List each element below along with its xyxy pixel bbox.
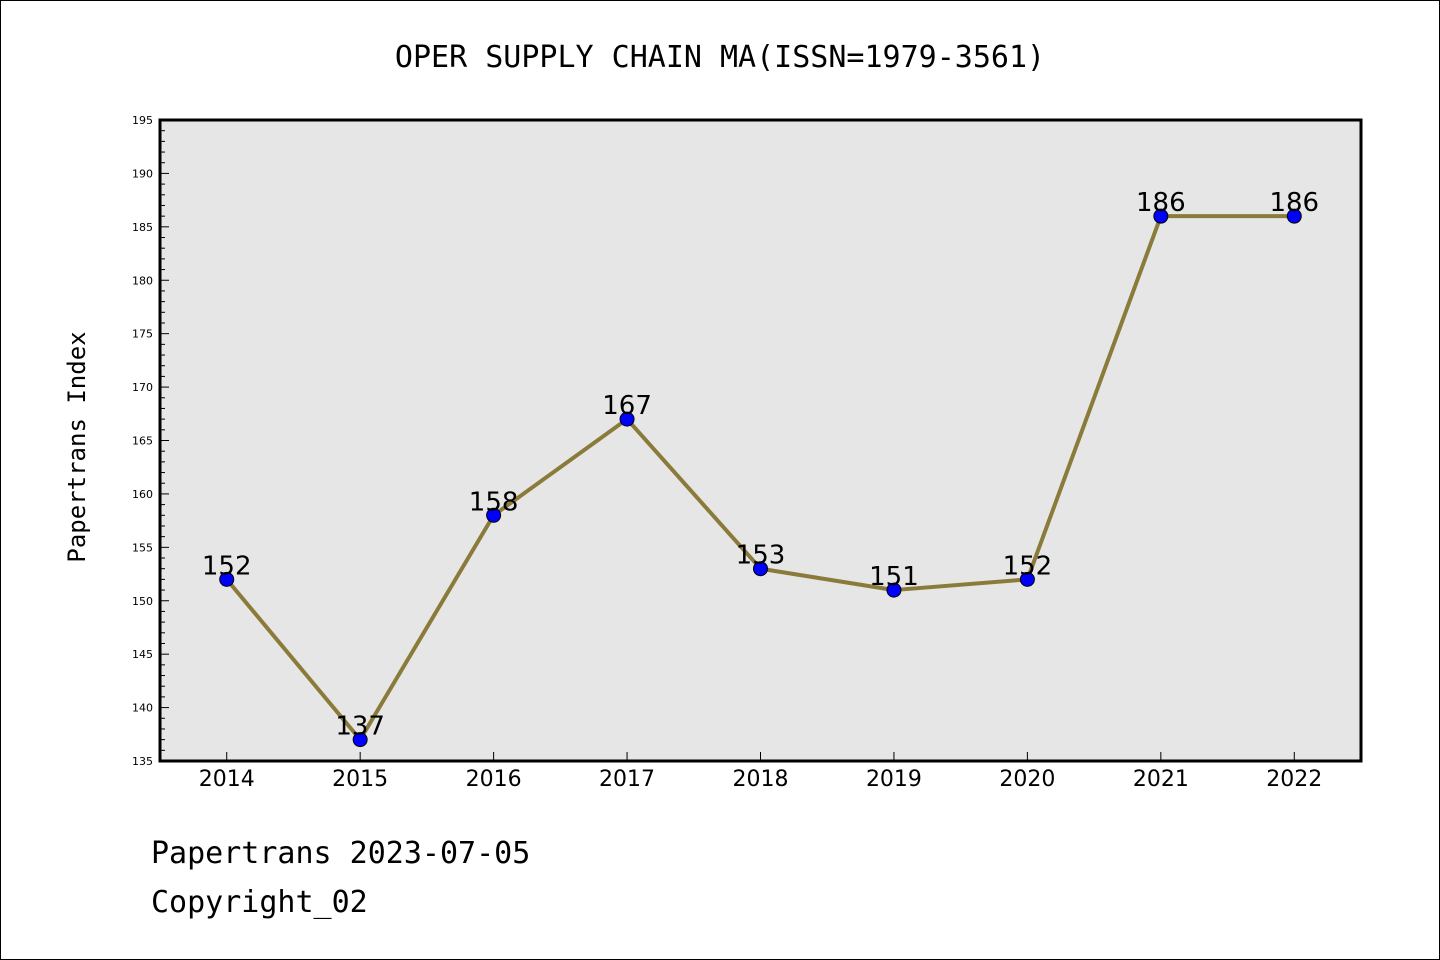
y-tick-label: 150: [132, 595, 153, 608]
data-label: 152: [202, 551, 252, 581]
data-label: 186: [1269, 188, 1319, 218]
data-label: 137: [335, 712, 385, 742]
x-tick-label: 2015: [332, 767, 388, 792]
data-point: [1019, 571, 1035, 587]
x-tick-label: 2017: [599, 767, 655, 792]
y-tick-label: 195: [132, 114, 153, 127]
data-point: [486, 507, 502, 523]
y-tick-label: 170: [132, 381, 153, 394]
data-label: 153: [736, 541, 786, 571]
x-tick-label: 2018: [733, 767, 789, 792]
y-tick-label: 145: [132, 648, 153, 661]
footer-date-line: Papertrans 2023-07-05: [151, 836, 531, 871]
x-tick-label: 2020: [999, 767, 1055, 792]
y-tick-label: 140: [132, 702, 153, 715]
x-tick-label: 2014: [199, 767, 255, 792]
x-tick-label: 2022: [1266, 767, 1322, 792]
y-tick-label: 190: [132, 167, 153, 180]
data-point: [352, 732, 368, 748]
data-point: [219, 571, 235, 587]
y-tick-label: 165: [132, 435, 153, 448]
y-tick-label: 185: [132, 221, 153, 234]
plot-frame: [158, 118, 1363, 763]
x-tick-label: 2019: [866, 767, 922, 792]
y-tick-label: 160: [132, 488, 153, 501]
y-tick-label: 175: [132, 328, 153, 341]
data-point: [1286, 208, 1302, 224]
data-point: [753, 561, 768, 577]
data-label: 186: [1136, 188, 1186, 218]
y-tick-label: 135: [132, 755, 153, 768]
plot-area: 135 140 145 150 155 160 165 170 175 180 185 190 195 2…: [132, 114, 1363, 792]
data-point: [1153, 208, 1169, 224]
y-axis-label: Papertrans Index: [63, 331, 91, 562]
y-tick-label: 155: [132, 541, 153, 554]
data-label: 151: [869, 562, 919, 592]
footer-copyright-line: Copyright_02: [151, 885, 368, 920]
plot-background: [160, 120, 1361, 761]
data-label: 152: [1003, 551, 1053, 581]
data-point: [619, 411, 635, 427]
data-label: 158: [469, 487, 519, 517]
x-tick-label: 2016: [466, 767, 522, 792]
data-point: [886, 582, 902, 598]
chart-title: OPER SUPPLY CHAIN MA(ISSN=1979-3561): [395, 40, 1045, 75]
y-tick-label: 180: [132, 274, 153, 287]
data-label: 167: [602, 391, 652, 421]
x-tick-label: 2021: [1133, 767, 1189, 792]
